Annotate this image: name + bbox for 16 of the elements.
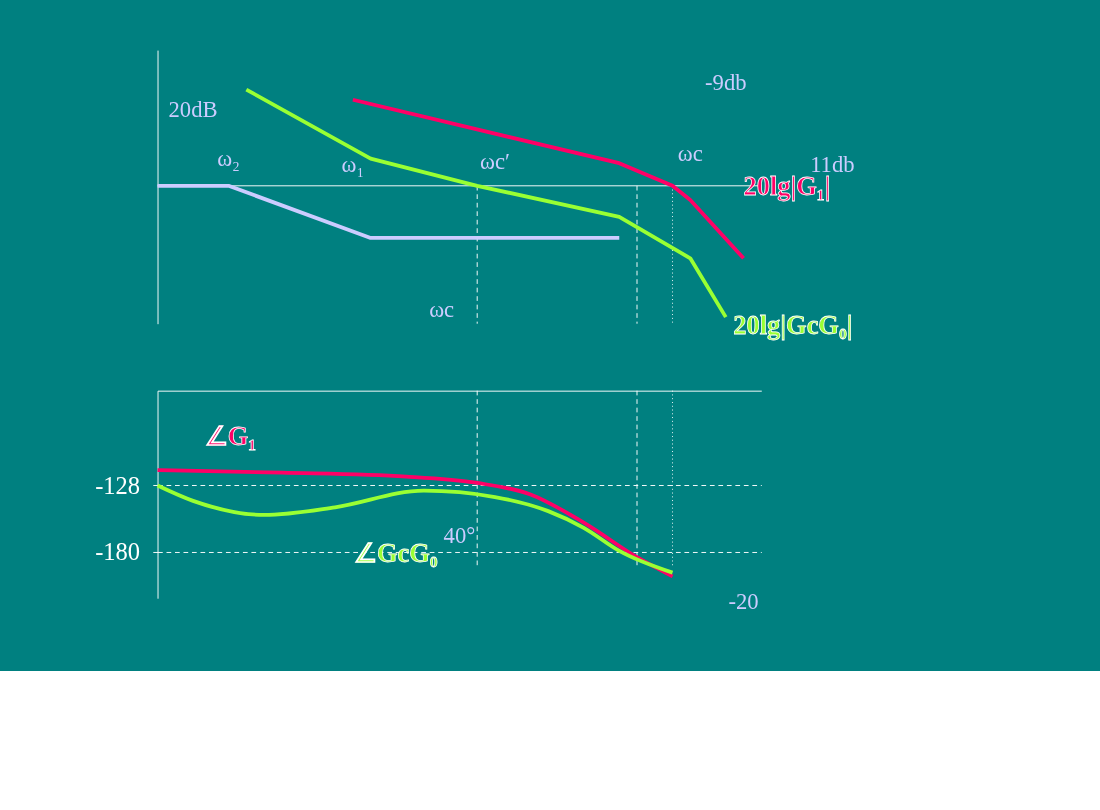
series-label: ∠G₁	[204, 420, 257, 451]
annotation: ω₁	[341, 151, 365, 177]
annotation: ωc	[429, 296, 455, 322]
series-label: 20lg|GcG₀|	[733, 310, 853, 341]
annotation: ω₂	[217, 146, 240, 172]
line-series	[155, 483, 675, 575]
y-tick-label: -180	[95, 538, 141, 566]
annotation: -20	[728, 588, 759, 614]
y-tick-label: -128	[95, 471, 141, 499]
annotation: 20dB	[168, 96, 218, 122]
series-label: ∠GcG₀	[354, 537, 438, 568]
line-series	[155, 468, 675, 579]
annotation: -9db	[705, 69, 747, 95]
annotation: 40°	[443, 522, 476, 548]
annotation: ωc′	[480, 148, 510, 174]
annotation: ωc	[677, 140, 703, 166]
